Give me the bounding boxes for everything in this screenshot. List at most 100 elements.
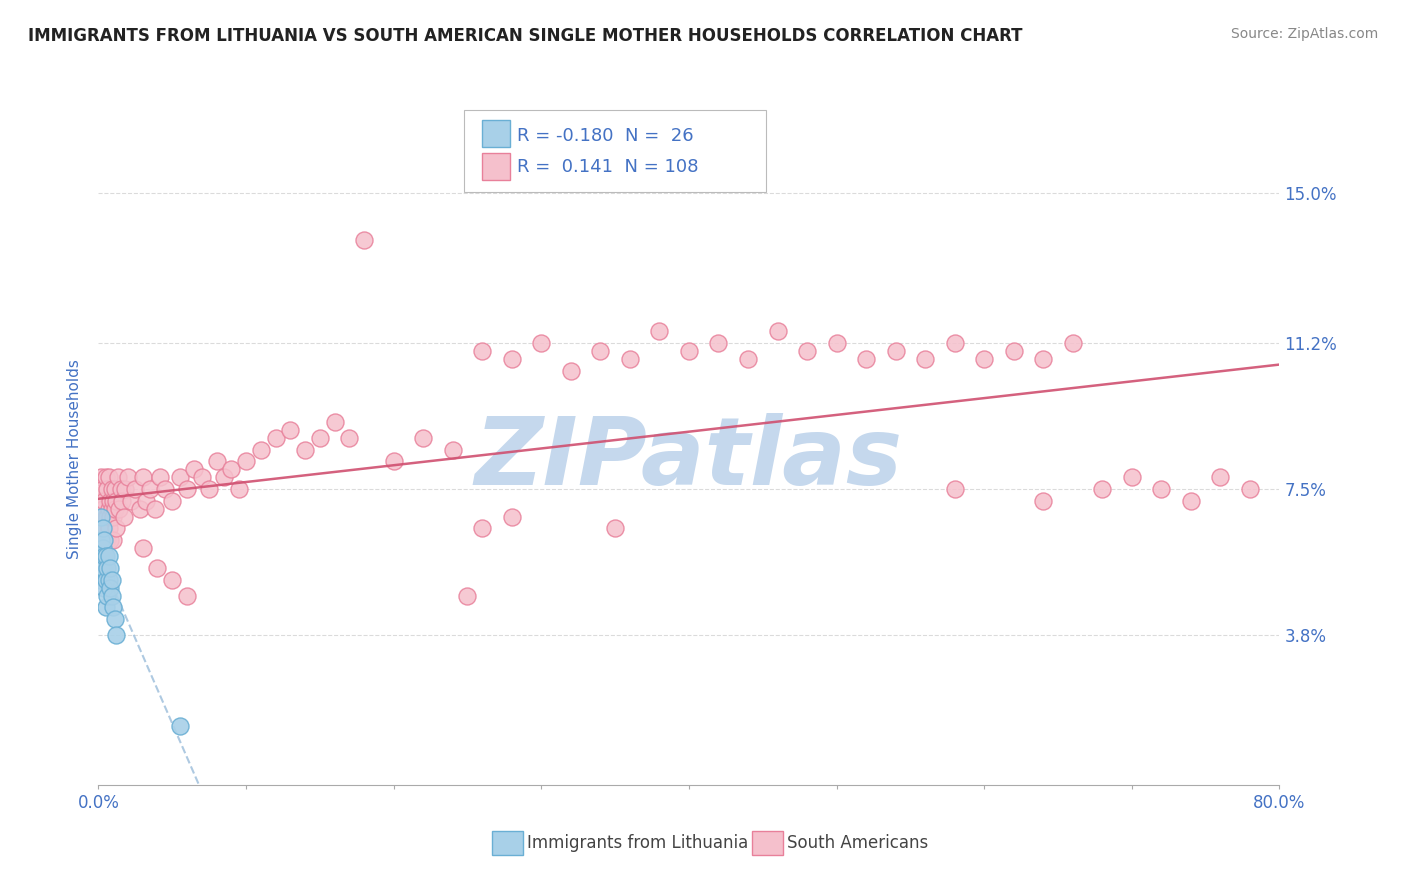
Point	[124, 482, 146, 496]
Point	[471, 521, 494, 535]
Point	[98, 561, 121, 575]
Point	[120, 493, 142, 508]
Point	[103, 533, 125, 548]
Point	[1032, 351, 1054, 366]
Point	[353, 233, 375, 247]
Point	[132, 470, 155, 484]
Text: South Americans: South Americans	[787, 834, 928, 852]
Point	[94, 561, 117, 575]
Point	[100, 589, 122, 603]
Point	[98, 509, 121, 524]
Point	[605, 521, 627, 535]
Point	[91, 482, 114, 496]
Point	[456, 589, 478, 603]
Point	[96, 533, 118, 548]
Point	[943, 482, 966, 496]
Point	[94, 573, 117, 587]
Text: R = -0.180  N =  26: R = -0.180 N = 26	[517, 128, 695, 145]
Point	[98, 581, 121, 595]
Point	[96, 509, 118, 524]
Point	[339, 431, 360, 445]
Point	[501, 509, 523, 524]
Point	[149, 470, 172, 484]
Point	[105, 521, 128, 535]
Text: IMMIGRANTS FROM LITHUANIA VS SOUTH AMERICAN SINGLE MOTHER HOUSEHOLDS CORRELATION: IMMIGRANTS FROM LITHUANIA VS SOUTH AMERI…	[28, 27, 1022, 45]
Point	[143, 501, 166, 516]
Point	[104, 482, 127, 496]
Point	[94, 470, 117, 484]
Point	[278, 423, 302, 437]
Point	[93, 549, 115, 563]
Point	[91, 521, 114, 535]
Point	[107, 470, 129, 484]
Point	[132, 541, 155, 556]
Point	[89, 493, 111, 508]
Point	[97, 470, 120, 484]
Point	[162, 493, 183, 508]
Point	[100, 501, 122, 516]
Text: R =  0.141  N = 108: R = 0.141 N = 108	[517, 158, 699, 176]
Point	[162, 573, 183, 587]
Point	[176, 589, 198, 603]
Point	[323, 415, 346, 429]
Point	[707, 335, 730, 350]
Point	[766, 324, 789, 338]
Point	[796, 343, 818, 358]
Point	[191, 470, 214, 484]
Point	[90, 561, 112, 575]
Point	[104, 501, 127, 516]
Point	[1121, 470, 1143, 484]
Point	[91, 561, 114, 575]
Point	[1091, 482, 1114, 496]
Point	[90, 549, 112, 563]
Point	[111, 493, 134, 508]
Point	[96, 482, 118, 496]
Point	[382, 454, 405, 468]
Point	[228, 482, 250, 496]
Text: Source: ZipAtlas.com: Source: ZipAtlas.com	[1230, 27, 1378, 41]
Point	[100, 482, 122, 496]
Point	[97, 549, 120, 563]
Point	[94, 533, 117, 548]
Point	[110, 482, 132, 496]
Point	[264, 431, 287, 445]
Point	[560, 363, 582, 377]
Point	[589, 343, 612, 358]
Point	[1062, 335, 1084, 350]
Point	[90, 509, 112, 524]
Point	[501, 351, 523, 366]
Point	[139, 482, 162, 496]
Point	[619, 351, 641, 366]
Point	[108, 501, 131, 516]
Point	[114, 482, 136, 496]
Point	[105, 493, 128, 508]
Point	[1032, 493, 1054, 508]
Point	[93, 521, 115, 535]
Point	[219, 462, 242, 476]
Point	[90, 470, 112, 484]
Point	[530, 335, 553, 350]
Y-axis label: Single Mother Households: Single Mother Households	[67, 359, 83, 559]
Point	[183, 462, 205, 476]
Point	[235, 454, 257, 468]
Point	[176, 482, 198, 496]
Point	[884, 343, 907, 358]
Point	[294, 442, 316, 457]
Point	[90, 533, 112, 548]
Point	[96, 561, 118, 575]
Point	[103, 509, 125, 524]
Point	[135, 493, 157, 508]
Point	[91, 521, 114, 535]
Point	[412, 431, 434, 445]
Point	[97, 501, 120, 516]
Point	[112, 509, 135, 524]
Point	[103, 493, 125, 508]
Point	[105, 628, 128, 642]
Point	[146, 561, 169, 575]
Point	[89, 521, 111, 535]
Point	[104, 612, 127, 626]
Point	[943, 335, 966, 350]
Point	[153, 482, 176, 496]
Point	[737, 351, 759, 366]
Point	[90, 509, 112, 524]
